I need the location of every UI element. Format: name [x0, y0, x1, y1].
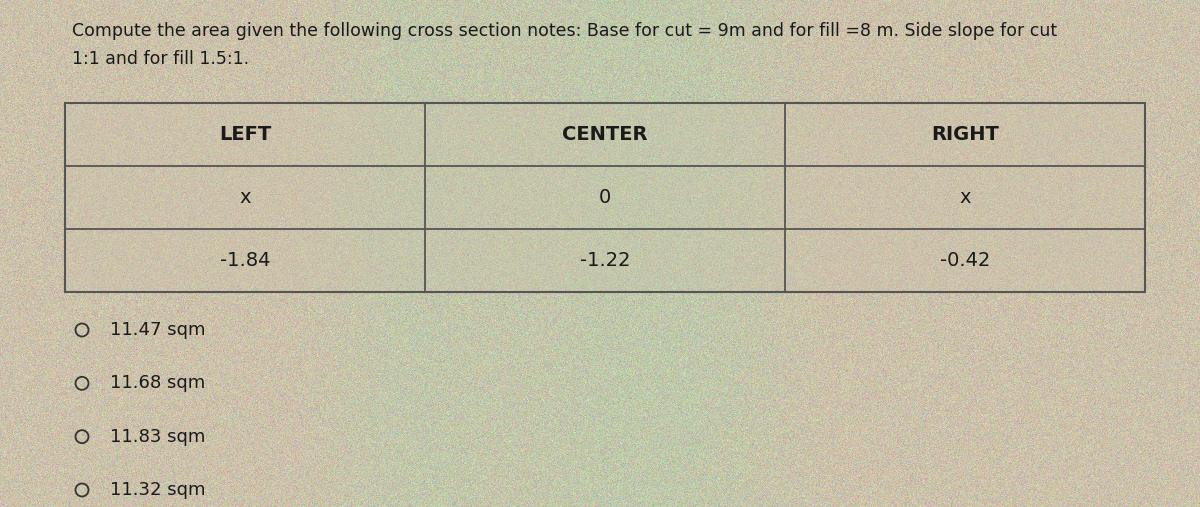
Text: 11.47 sqm: 11.47 sqm [110, 321, 205, 339]
Text: 1:1 and for fill 1.5:1.: 1:1 and for fill 1.5:1. [72, 50, 250, 68]
Text: x: x [959, 188, 971, 207]
Text: 11.32 sqm: 11.32 sqm [110, 481, 205, 499]
Bar [65, 103, 1145, 292]
Text: -1.84: -1.84 [220, 251, 270, 270]
Text: 11.68 sqm: 11.68 sqm [110, 374, 205, 392]
Text: RIGHT: RIGHT [931, 125, 998, 144]
Bar [65, 103, 1145, 292]
Text: CENTER: CENTER [563, 125, 648, 144]
Text: Compute the area given the following cross section notes: Base for cut = 9m and : Compute the area given the following cro… [72, 22, 1057, 40]
Text: x: x [239, 188, 251, 207]
Text: LEFT: LEFT [218, 125, 271, 144]
Text: -1.22: -1.22 [580, 251, 630, 270]
Text: 0: 0 [599, 188, 611, 207]
Text: 11.83 sqm: 11.83 sqm [110, 428, 205, 446]
Text: -0.42: -0.42 [940, 251, 990, 270]
